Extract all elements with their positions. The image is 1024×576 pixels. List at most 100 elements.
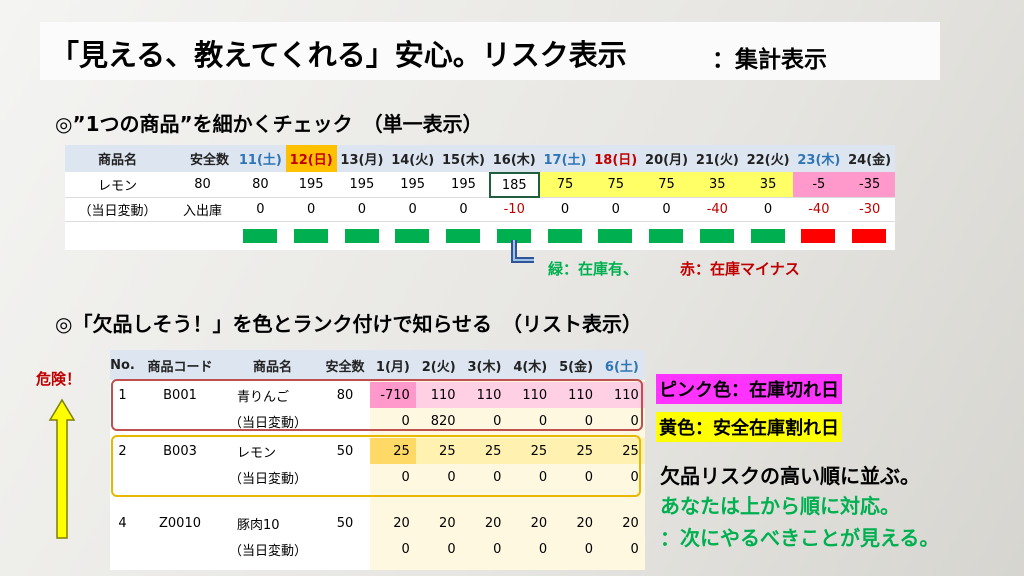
status-bar (750, 229, 785, 243)
status-bar (293, 229, 328, 243)
single-table: 商品名 安全数 11(土) 12(日) 13(月) 14(火) 15(木) 16(木) 17(土… (65, 145, 895, 250)
table-cell: 0 (493, 541, 502, 557)
table-cell: 195 (438, 172, 489, 198)
table-cell: 75 (539, 172, 591, 198)
table-cell: 0 (235, 198, 286, 222)
table-cell: 195 (285, 172, 337, 198)
legend-green: 緑：在庫有、 (548, 260, 639, 278)
danger-label: 危険！ (36, 370, 82, 388)
table-cell: 0 (401, 413, 410, 429)
table-cell: 0 (336, 198, 388, 222)
table-cell: 0 (630, 413, 639, 429)
table-cell: -710 (370, 382, 416, 408)
status-bar (496, 229, 531, 243)
table-cell: -40 (691, 198, 743, 222)
table-cell: 0 (584, 413, 593, 429)
status-bar (547, 229, 582, 243)
table-cell: 0 (584, 541, 593, 557)
status-bar (395, 229, 430, 243)
status-bar (852, 229, 887, 243)
table-cell: 25 (461, 438, 508, 464)
table-cell: 0 (539, 198, 591, 222)
table-cell: 0 (630, 541, 639, 557)
table-cell: 入出庫 (170, 198, 235, 222)
table-cell: 20 (530, 515, 548, 531)
table-cell: 0 (447, 541, 456, 557)
table-cell: 0 (387, 198, 439, 222)
table-cell: 0 (538, 469, 548, 485)
table-cell: 0 (401, 469, 410, 485)
table-cell: 0 (493, 413, 502, 429)
table-cell: 豚肉10 (237, 517, 280, 533)
table-cell: 80 (336, 387, 354, 403)
header-cell: 16(木) (492, 153, 536, 168)
header-cell: 21(火) (695, 153, 739, 168)
table-cell: 20 (484, 515, 502, 531)
header-cell: 3(木) (467, 359, 502, 375)
table-cell: 25 (507, 438, 554, 464)
header-cell: 5(金) (559, 359, 594, 375)
table-cell: 25 (553, 438, 599, 464)
arrow-icon (511, 240, 534, 263)
table-cell: 0 (630, 469, 639, 485)
table-cell: 青りんご (237, 389, 290, 405)
table-cell: 80 (170, 172, 235, 198)
table-cell: 820 (430, 413, 456, 429)
table-cell: 2 (118, 443, 127, 459)
table-cell: 0 (584, 469, 593, 485)
table-cell: 110 (599, 382, 645, 408)
table-cell: -40 (793, 198, 845, 222)
header-band (110, 350, 645, 380)
header-cell: 商品名 (252, 359, 292, 375)
table-cell: 50 (336, 443, 354, 459)
table-cell: （当日変動） (229, 543, 308, 559)
note-pink: ピンク色：在庫切れ日 (656, 374, 842, 404)
header-cell: 11(土) (238, 153, 282, 168)
table-cell: 25 (415, 438, 462, 464)
table-cell: 110 (553, 382, 599, 408)
table-cell: 20 (393, 515, 410, 531)
table-cell: 80 (235, 172, 286, 198)
table-cell: 0 (438, 198, 489, 222)
header-cell: 安全数 (325, 359, 365, 375)
table-cell: 195 (336, 172, 388, 198)
status-bar (446, 229, 481, 243)
legend-red: 赤：在庫マイナス (680, 260, 800, 278)
table-cell: 50 (336, 515, 354, 531)
table-cell: 185 (488, 172, 540, 198)
table-cell: （当日変動） (229, 415, 308, 431)
table-cell: -30 (844, 198, 895, 222)
table-cell: B003 (163, 443, 197, 459)
table-cell: 0 (538, 541, 548, 557)
header-cell: 14(火) (391, 153, 435, 168)
note: あなたは上から順に対応。 (660, 494, 900, 518)
header-cell: 15(木) (441, 153, 485, 168)
status-bar (598, 229, 633, 243)
note-yellow: 黄色：安全在庫割れ日 (656, 412, 842, 442)
table-cell: 0 (285, 198, 337, 222)
table-cell: 110 (461, 382, 508, 408)
subtitle: ：集計表示 (712, 47, 827, 73)
header-cell: 12(日) (285, 145, 337, 172)
status-bar (344, 229, 379, 243)
table-cell: 0 (590, 198, 642, 222)
header-cell: 24(金) (848, 153, 892, 168)
table-cell: 0 (538, 413, 548, 429)
up-arrow (48, 398, 76, 539)
table-cell: 20 (439, 515, 456, 531)
note: ：次にやるべきことが見える。 (660, 526, 940, 550)
table-cell: -35 (844, 172, 895, 198)
header-band (65, 145, 895, 172)
header-cell: 1(月) (375, 359, 410, 375)
table-cell: B001 (163, 387, 197, 403)
header-cell: 18(日) (594, 153, 638, 168)
date-band (370, 380, 645, 570)
title: 「見える、教えてくれる」安心。リスク表示 (50, 38, 627, 72)
header-cell: No. (110, 357, 135, 373)
table-cell: 75 (641, 172, 692, 198)
status-bar (801, 229, 836, 243)
table-cell: 35 (742, 172, 794, 198)
header-cell: 17(土) (543, 153, 587, 168)
table-cell: -5 (793, 172, 845, 198)
table-cell: レモン (65, 172, 170, 198)
